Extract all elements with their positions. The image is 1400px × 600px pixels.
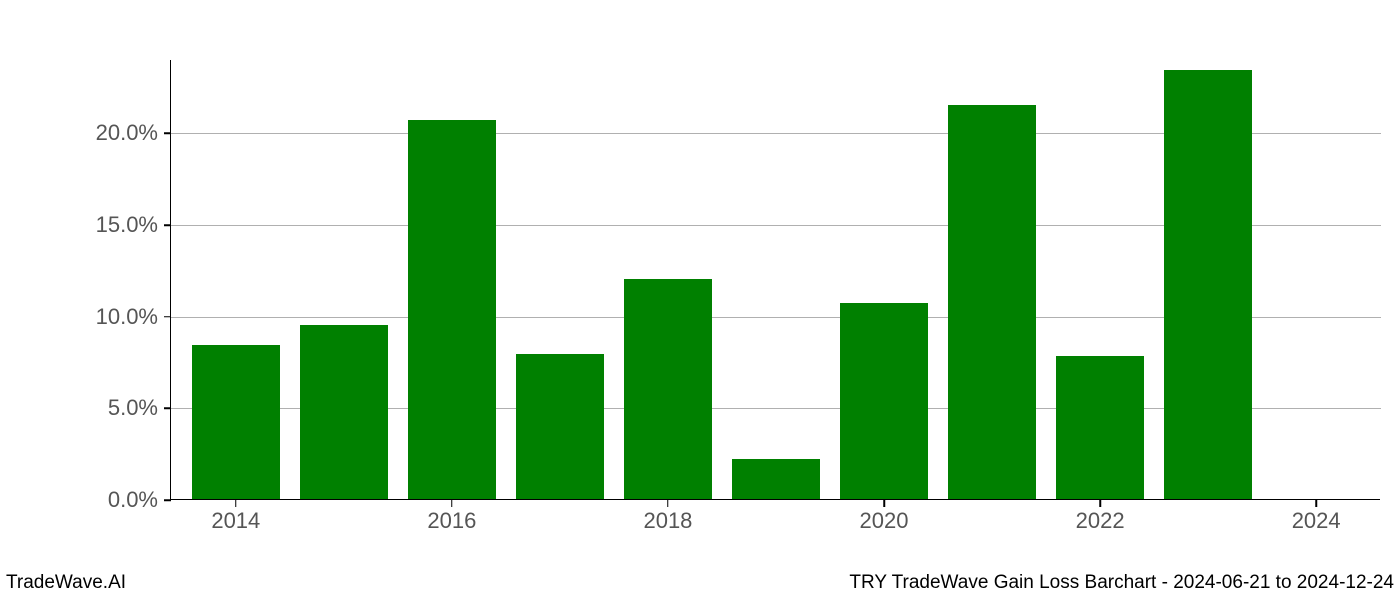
x-tick-mark (1315, 500, 1317, 507)
bar (1164, 70, 1253, 499)
y-tick-label: 0.0% (78, 487, 158, 513)
bar (732, 459, 821, 499)
plot-area: 201420162018202020222024 (170, 60, 1380, 500)
bar (408, 120, 497, 500)
footer-right-text: TRY TradeWave Gain Loss Barchart - 2024-… (849, 572, 1394, 594)
x-tick-label: 2016 (427, 508, 476, 534)
bar (624, 279, 713, 499)
x-tick-label: 2018 (643, 508, 692, 534)
chart-container: 2014 2016 2018 2020 2022 2024 (170, 60, 1380, 540)
y-tick-mark (164, 316, 171, 318)
bar (1056, 356, 1145, 499)
y-tick-label: 15.0% (78, 212, 158, 238)
bar (300, 325, 389, 499)
x-tick-mark (1099, 500, 1101, 507)
y-tick-mark (164, 408, 171, 410)
x-tick-label: 2014 (211, 508, 260, 534)
bar (192, 345, 281, 499)
y-tick-mark (164, 224, 171, 226)
y-tick-label: 10.0% (78, 304, 158, 330)
x-tick-mark (451, 500, 453, 507)
x-tick-label: 2020 (860, 508, 909, 534)
bar (516, 354, 605, 499)
footer-left-text: TradeWave.AI (6, 572, 126, 594)
x-tick-label: 2022 (1076, 508, 1125, 534)
x-tick-mark (667, 500, 669, 507)
bar (840, 303, 929, 499)
y-tick-mark (164, 133, 171, 135)
x-tick-mark (235, 500, 237, 507)
y-tick-mark (164, 499, 171, 501)
y-tick-label: 20.0% (78, 120, 158, 146)
x-tick-mark (883, 500, 885, 507)
bar (948, 105, 1037, 499)
x-tick-label: 2024 (1292, 508, 1341, 534)
y-tick-label: 5.0% (78, 395, 158, 421)
